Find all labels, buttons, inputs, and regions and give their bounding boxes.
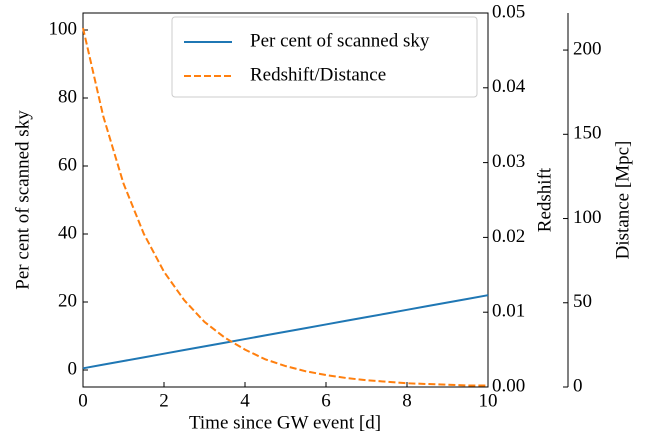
y2-tick-label: 0.04	[492, 76, 526, 97]
plot-frame	[82, 12, 489, 388]
legend-label: Redshift/Distance	[250, 64, 386, 85]
y3-tick-label: 150	[573, 123, 602, 144]
x-tick-label: 8	[402, 390, 412, 411]
y-tick-label: 60	[58, 154, 77, 175]
x-tick-label: 2	[159, 390, 169, 411]
y3-tick-label: 0	[573, 375, 583, 396]
series-line	[82, 27, 488, 387]
y-tick-label: 40	[58, 222, 77, 243]
y2-tick-label: 0.00	[492, 375, 525, 396]
y-tick-label: 0	[68, 358, 78, 379]
y2-tick-label: 0.05	[492, 1, 525, 22]
x-tick-label: 10	[479, 390, 498, 411]
y3-tick-label: 50	[573, 291, 592, 312]
y-tick-label: 80	[58, 86, 77, 107]
y2-tick-label: 0.02	[492, 226, 525, 247]
series-line	[82, 294, 489, 370]
y-axis-label: Per cent of scanned sky	[12, 110, 33, 290]
x-tick-label: 4	[240, 390, 250, 411]
x-axis-label: Time since GW event [d]	[189, 412, 381, 433]
legend-box	[171, 16, 478, 98]
y2-axis-label: Redshift	[534, 167, 555, 232]
y2-tick-label: 0.03	[492, 151, 525, 172]
x-tick-label: 0	[78, 390, 88, 411]
y-tick-label: 100	[49, 18, 78, 39]
y3-tick-label: 200	[573, 38, 602, 59]
y-tick-label: 20	[58, 290, 77, 311]
y2-tick-label: 0.01	[492, 301, 525, 322]
y3-tick-label: 100	[573, 207, 602, 228]
legend-label: Per cent of scanned sky	[250, 30, 430, 51]
y3-axis-label: Distance [Mpc]	[612, 141, 633, 260]
x-tick-label: 6	[321, 390, 331, 411]
